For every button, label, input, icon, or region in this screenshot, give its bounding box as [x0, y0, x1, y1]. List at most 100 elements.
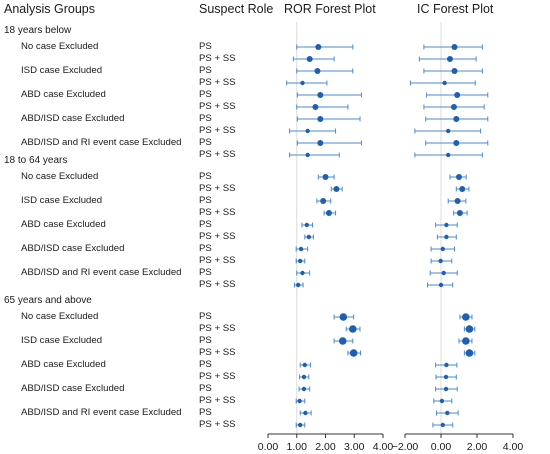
ror-point-estimate: [298, 258, 303, 264]
subgroup-label: No case Excluded: [21, 311, 99, 322]
ic-point-estimate: [451, 44, 458, 50]
ror-point-estimate: [300, 80, 305, 86]
ic-point-estimate: [445, 410, 450, 416]
ic-point-estimate: [446, 128, 451, 134]
suspect-role-label: PS + SS: [199, 77, 236, 88]
ic-point-estimate: [454, 92, 461, 98]
ror-point-estimate: [317, 116, 324, 122]
suspect-role-label: PS: [199, 267, 212, 278]
suspect-role-label: PS: [199, 311, 212, 322]
subgroup-label: ABD/ISD and RI event case Excluded: [21, 137, 182, 148]
ror-point-estimate: [339, 313, 348, 321]
ic-point-estimate: [444, 234, 449, 240]
subgroup-label: ISD case Excluded: [21, 195, 103, 206]
ic-point-estimate: [454, 198, 461, 204]
ic-point-estimate: [447, 56, 453, 62]
ic-tick-label: 4.00: [503, 441, 524, 453]
ror-point-estimate: [306, 56, 313, 62]
ic-point-estimate: [465, 349, 474, 357]
ic-point-estimate: [439, 398, 445, 404]
ror-point-estimate: [315, 44, 322, 50]
suspect-role-label: PS + SS: [199, 183, 236, 194]
suspect-role-label: PS + SS: [199, 53, 236, 64]
ic-point-estimate: [459, 186, 466, 192]
ror-title: ROR Forest Plot: [284, 2, 376, 16]
suspect-role-label: PS: [199, 219, 212, 230]
ror-point-estimate: [305, 128, 310, 134]
ic-title: IC Forest Plot: [417, 2, 494, 16]
suspect-role-label: PS: [199, 65, 212, 76]
ror-point-estimate: [300, 270, 305, 276]
suspect-role-label: PS + SS: [199, 207, 236, 218]
ic-point-estimate: [456, 210, 463, 216]
suspect-role-label: PS: [199, 383, 212, 394]
suspect-role-label: PS: [199, 195, 212, 206]
ic-point-estimate: [440, 246, 445, 252]
ic-point-estimate: [438, 282, 444, 288]
ic-tick-label: 0.00: [431, 441, 452, 453]
ror-point-estimate: [301, 374, 307, 380]
suspect-role-label: PS + SS: [199, 323, 236, 334]
ic-point-estimate: [443, 374, 449, 380]
suspect-role-label: PS: [199, 41, 212, 52]
ror-point-estimate: [304, 222, 310, 228]
ic-point-estimate: [462, 337, 470, 345]
subgroup-label: ABD/ISD and RI event case Excluded: [21, 407, 182, 418]
ic-point-estimate: [450, 104, 457, 110]
suspect-role-label: PS + SS: [199, 149, 236, 160]
ror-point-estimate: [325, 210, 332, 216]
group-label: 18 years below: [4, 25, 72, 36]
subgroup-label: ABD case Excluded: [21, 89, 106, 100]
ic-point-estimate: [453, 140, 460, 146]
ic-point-estimate: [440, 422, 445, 428]
ic-point-estimate: [453, 116, 460, 122]
ic-point-estimate: [441, 270, 446, 276]
ic-point-estimate: [438, 258, 443, 264]
ror-point-estimate: [322, 174, 329, 180]
suspect-role-label: PS: [199, 359, 212, 370]
ic-point-estimate: [446, 152, 451, 158]
suspect-role-label: PS + SS: [199, 347, 236, 358]
analysis-groups-header: Analysis Groups: [4, 2, 96, 16]
ror-point-estimate: [303, 410, 308, 416]
ror-point-estimate: [306, 234, 312, 240]
ror-point-estimate: [320, 198, 327, 204]
suspect-role-label: PS: [199, 89, 212, 100]
suspect-role-label: PS + SS: [199, 371, 236, 382]
suspect-role-label: PS: [199, 243, 212, 254]
ic-point-estimate: [462, 313, 470, 321]
suspect-role-header: Suspect Role: [199, 2, 274, 16]
subgroup-label: ABD/ISD and RI event case Excluded: [21, 267, 182, 278]
subgroup-label: ABD case Excluded: [21, 359, 106, 370]
ic-point-estimate: [451, 68, 458, 74]
ror-tick-label: 2.00: [315, 441, 336, 453]
subgroup-label: No case Excluded: [21, 171, 99, 182]
ic-point-estimate: [442, 80, 447, 86]
subgroup-label: ISD case Excluded: [21, 335, 103, 346]
suspect-role-label: PS + SS: [199, 101, 236, 112]
group-label: 18 to 64 years: [4, 155, 68, 166]
ror-point-estimate: [317, 92, 324, 98]
suspect-role-label: PS + SS: [199, 125, 236, 136]
subgroup-label: ABD case Excluded: [21, 219, 106, 230]
ror-tick-label: 3.00: [344, 441, 365, 453]
ror-point-estimate: [297, 398, 302, 404]
ic-point-estimate: [465, 325, 474, 333]
ror-point-estimate: [314, 68, 321, 74]
ror-point-estimate: [312, 104, 319, 110]
suspect-role-label: PS: [199, 171, 212, 182]
suspect-role-label: PS + SS: [199, 231, 236, 242]
ror-point-estimate: [298, 246, 304, 252]
ror-point-estimate: [317, 140, 324, 146]
ror-tick-label: 4.00: [373, 441, 394, 453]
ic-tick-label: 2.00: [467, 441, 488, 453]
suspect-role-label: PS + SS: [199, 279, 236, 290]
ic-point-estimate: [443, 386, 449, 392]
suspect-role-label: PS: [199, 407, 212, 418]
suspect-role-label: PS + SS: [199, 419, 236, 430]
ror-point-estimate: [301, 386, 307, 392]
ror-tick-label: 0.00: [258, 441, 279, 453]
subgroup-label: ABD/ISD case Excluded: [21, 243, 125, 254]
ic-point-estimate: [444, 362, 449, 368]
